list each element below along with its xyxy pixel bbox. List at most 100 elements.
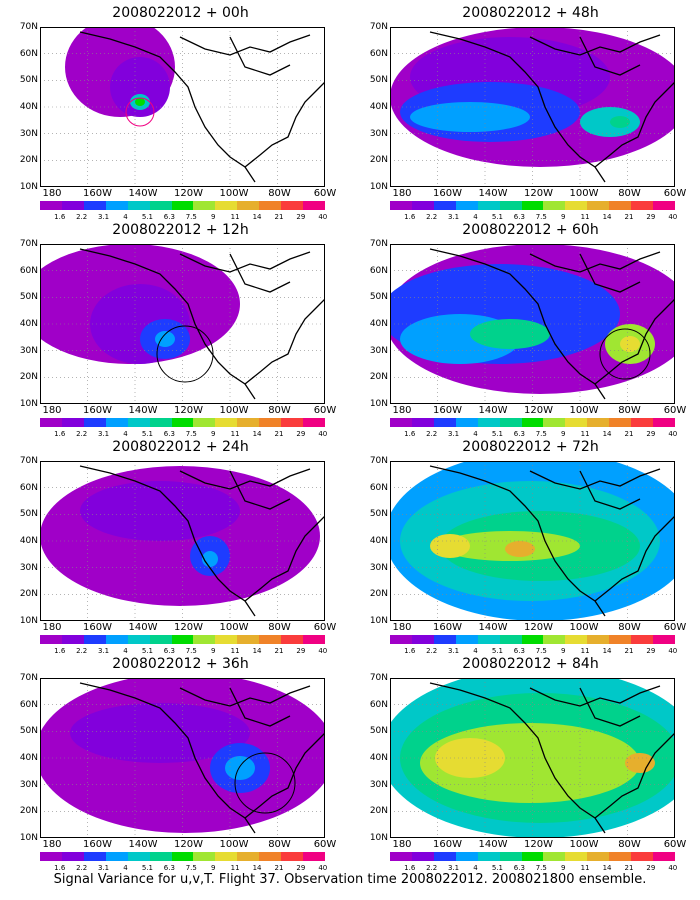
colorbar-label: 29 xyxy=(646,647,656,655)
lat-tick-label: 30N xyxy=(369,779,388,790)
lat-tick-label: 70N xyxy=(19,673,38,683)
colorbar-swatch xyxy=(303,418,325,427)
colorbar-swatch xyxy=(433,201,456,210)
colorbar-swatch xyxy=(609,418,632,427)
lon-tick-label: 120W xyxy=(524,622,553,633)
colorbar-label: 40 xyxy=(668,430,678,438)
colorbar-swatch xyxy=(149,852,172,861)
colorbar-label: 5.1 xyxy=(141,647,153,655)
colorbar-label: 11 xyxy=(230,647,240,655)
lat-tick-label: 40N xyxy=(19,536,38,546)
lat-tick-label: 50N xyxy=(369,75,388,86)
colorbar-swatch xyxy=(543,852,566,861)
lat-tick-label: 50N xyxy=(369,292,388,303)
colorbar-swatch xyxy=(259,635,282,644)
colorbar-swatch xyxy=(259,201,282,210)
colorbar-swatch xyxy=(390,635,412,644)
colorbar-swatch xyxy=(455,635,478,644)
variance-map xyxy=(390,244,675,404)
colorbar-label: 29 xyxy=(296,213,306,221)
lat-tick-label: 60N xyxy=(369,699,388,710)
colorbar xyxy=(390,201,675,210)
lon-tick-label: 160W xyxy=(433,405,462,416)
panel-title: 2008022012 + 72h xyxy=(462,439,599,455)
coastline xyxy=(79,31,325,183)
colorbar-label: 14 xyxy=(252,864,262,872)
lat-tick-label: 50N xyxy=(19,75,38,86)
colorbar-label: 7.5 xyxy=(535,647,547,655)
lon-tick-label: 180 xyxy=(392,839,412,850)
lat-tick-label: 30N xyxy=(369,562,388,573)
colorbar-label: 9 xyxy=(560,430,566,438)
colorbar-swatch xyxy=(281,852,304,861)
colorbar-label: 11 xyxy=(580,430,590,438)
lat-tick-label: 30N xyxy=(19,128,38,139)
lon-tick-label: 120W xyxy=(174,839,203,850)
colorbar-label: 21 xyxy=(274,213,284,221)
colorbar-label: 21 xyxy=(624,430,634,438)
colorbar-label: 21 xyxy=(624,213,634,221)
colorbar-swatch xyxy=(631,201,654,210)
colorbar-label: 29 xyxy=(646,213,656,221)
variance-map xyxy=(40,461,325,621)
colorbar-label: 21 xyxy=(274,864,284,872)
lat-tick-label: 30N xyxy=(19,562,38,573)
figure-caption: Signal Variance for u,v,T. Flight 37. Ob… xyxy=(53,872,647,887)
colorbar-label: 1.6 xyxy=(54,864,66,872)
variance-contour xyxy=(505,541,535,557)
colorbar-label: 9 xyxy=(210,647,216,655)
colorbar-swatch xyxy=(171,635,194,644)
lon-tick-label: 80W xyxy=(268,622,291,633)
coastline xyxy=(429,682,675,834)
colorbar-swatch xyxy=(40,852,62,861)
variance-map xyxy=(40,678,325,838)
colorbar-label: 1.6 xyxy=(404,864,416,872)
colorbar-label: 2.2 xyxy=(426,430,438,438)
lon-tick-label: 140W xyxy=(478,839,508,850)
colorbar-swatch xyxy=(281,635,304,644)
colorbar-swatch xyxy=(543,418,566,427)
lon-tick-label: 120W xyxy=(174,405,203,416)
colorbar-label: 6.3 xyxy=(513,864,525,872)
lon-tick-label: 140W xyxy=(128,839,158,850)
map-frame xyxy=(40,678,325,838)
colorbar-label: 40 xyxy=(318,864,328,872)
coastline xyxy=(429,31,675,183)
lat-tick-label: 70N xyxy=(369,456,388,466)
colorbar-label: 7.5 xyxy=(185,864,197,872)
colorbar-label: 4 xyxy=(473,864,478,872)
colorbar-swatch xyxy=(521,418,544,427)
colorbar-swatch xyxy=(61,418,84,427)
colorbar-label: 14 xyxy=(252,213,262,221)
lon-tick-label: 80W xyxy=(268,188,291,199)
lon-tick-label: 160W xyxy=(83,622,112,633)
colorbar-label: 11 xyxy=(580,213,590,221)
colorbar-label: 40 xyxy=(318,647,328,655)
lon-tick-label: 120W xyxy=(524,839,553,850)
colorbar-swatch xyxy=(411,418,434,427)
colorbar-swatch xyxy=(215,852,238,861)
colorbar xyxy=(40,201,325,210)
colorbar-swatch xyxy=(587,418,610,427)
lat-tick-label: 40N xyxy=(369,102,388,112)
coastline xyxy=(79,465,325,617)
colorbar-label: 2.2 xyxy=(426,647,438,655)
colorbar-label: 7.5 xyxy=(535,864,547,872)
colorbar-label: 9 xyxy=(210,213,216,221)
colorbar-swatch xyxy=(631,635,654,644)
colorbar-label: 6.3 xyxy=(513,647,525,655)
colorbar-swatch xyxy=(61,852,84,861)
lat-tick-label: 30N xyxy=(369,345,388,356)
colorbar-label: 5.1 xyxy=(141,864,153,872)
lon-tick-label: 100W xyxy=(569,839,599,850)
colorbar-label: 7.5 xyxy=(185,430,197,438)
coastline xyxy=(429,465,675,617)
lat-tick-label: 10N xyxy=(369,182,388,192)
variance-contour xyxy=(135,98,145,106)
colorbar-label: 4 xyxy=(123,430,128,438)
colorbar-swatch xyxy=(193,852,216,861)
colorbar-label: 5.1 xyxy=(491,213,503,221)
colorbar-label: 3.1 xyxy=(97,213,110,221)
colorbar-swatch xyxy=(499,635,522,644)
lat-tick-label: 50N xyxy=(19,509,38,520)
